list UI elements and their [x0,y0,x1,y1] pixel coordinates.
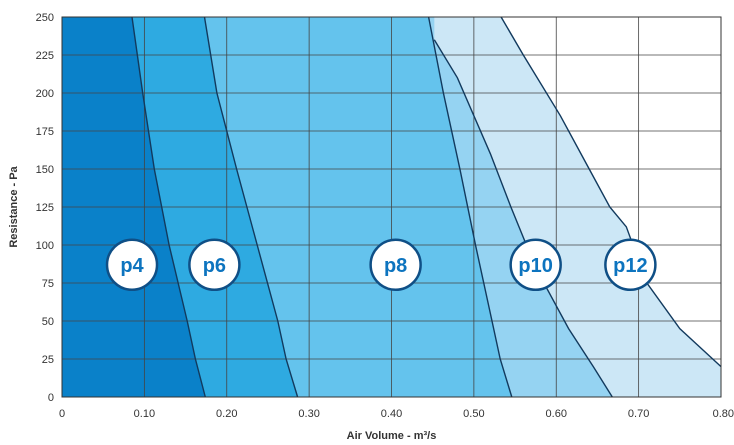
y-tick-label: 250 [36,12,54,24]
y-tick-label: 200 [36,88,54,100]
badge-circle [604,238,657,292]
curve-p4 [131,16,206,398]
badge-circle [105,238,159,292]
x-tick-label: 0.10 [134,408,155,420]
y-tick-label: 175 [36,126,54,138]
y-tick-label: 125 [36,202,54,214]
curve-p8 [427,16,513,398]
x-tick-label: 0.20 [216,408,237,420]
x-tick-label: 0.70 [628,408,649,420]
badge-label: p6 [203,255,226,277]
x-tick-label: 0.50 [463,408,484,420]
x-tick-label: 0.60 [546,408,567,420]
curve-p6 [203,16,299,398]
badge-label: p4 [120,255,144,277]
plot-frame [61,16,722,398]
badge-circle [369,238,422,292]
x-tick-label: 0.40 [381,408,402,420]
badge-label: p8 [384,255,407,277]
curve-p10 [433,39,613,398]
y-tick-label: 25 [42,354,54,366]
badge-circle [509,238,562,292]
x-tick-label: 0 [59,408,65,420]
y-tick-label: 225 [36,50,54,62]
badge-label: p10 [518,255,552,277]
series-badge-p12: p12 [604,238,657,292]
x-tick-label: 0.80 [713,408,734,420]
y-tick-label: 100 [36,240,54,252]
y-axis-title: Resistance - Pa [8,165,20,247]
x-tick-label: 0.30 [298,408,319,420]
series-badge-p10: p10 [509,238,562,292]
curve-p12 [500,16,722,368]
y-tick-label: 75 [42,278,54,290]
x-axis-title: Air Volume - m³/s [347,430,437,442]
badge-label: p12 [613,255,647,277]
y-tick-label: 0 [48,392,54,404]
badge-circle [188,238,241,292]
series-badge-p8: p8 [369,238,422,292]
series-badge-p4: p4 [105,238,159,292]
y-tick-label: 150 [36,164,54,176]
series-badge-p6: p6 [188,238,241,292]
y-tick-label: 50 [42,316,54,328]
